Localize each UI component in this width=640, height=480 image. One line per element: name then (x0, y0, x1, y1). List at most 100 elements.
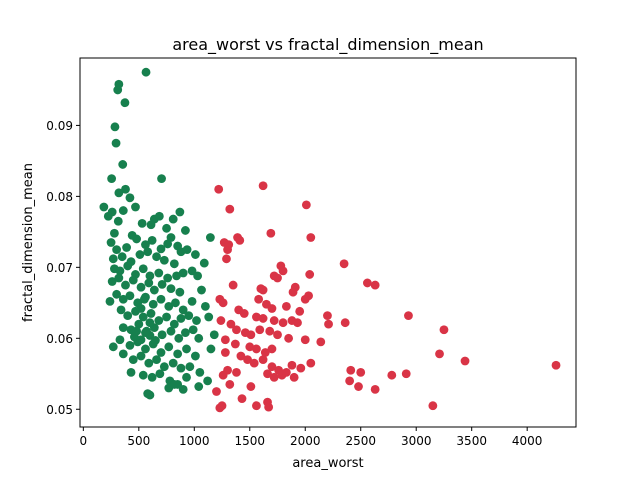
scatter-point (118, 294, 128, 304)
scatter-point (141, 344, 150, 354)
scatter-point (152, 252, 161, 262)
scatter-point (281, 301, 291, 311)
scatter-point (339, 259, 349, 269)
scatter-point (99, 202, 109, 212)
scatter-point (136, 335, 146, 345)
scatter-point (356, 367, 366, 377)
scatter-point (159, 255, 169, 265)
scatter-point (264, 402, 274, 412)
scatter-point (112, 245, 122, 255)
scatter-point (155, 369, 165, 379)
scatter-point (230, 339, 240, 349)
scatter-point (128, 275, 138, 285)
scatter-point (144, 278, 154, 288)
scatter-point (209, 330, 219, 340)
scatter-point (162, 223, 171, 233)
scatter-point (163, 273, 173, 283)
scatter-point (145, 390, 155, 400)
scatter-point (300, 294, 310, 304)
scatter-point (269, 316, 279, 325)
scatter-point (278, 266, 288, 276)
scatter-point (193, 271, 203, 281)
scatter-point (239, 309, 249, 318)
scatter-point (143, 247, 153, 257)
scatter-point (105, 297, 115, 306)
scatter-point (110, 228, 119, 238)
scatter-point (168, 358, 178, 368)
scatter-point (205, 233, 215, 242)
chart-title: area_worst vs fractal_dimension_mean (172, 35, 483, 55)
scatter-point (187, 297, 197, 306)
scatter-point (171, 298, 180, 308)
scatter-point (168, 214, 178, 224)
scatter-point (252, 344, 261, 354)
scatter-point (147, 235, 157, 245)
scatter-point (346, 365, 356, 375)
y-tick-label: 0.09 (46, 119, 73, 133)
scatter-point (136, 282, 146, 292)
x-tick-label: 1500 (234, 434, 265, 448)
scatter-point (182, 344, 191, 354)
scatter-point (301, 200, 311, 210)
scatter-point (108, 254, 118, 264)
scatter-point (128, 355, 138, 364)
scatter-point (126, 367, 136, 377)
scatter-point (118, 349, 128, 359)
scatter-point (169, 319, 179, 329)
scatter-point (265, 326, 275, 336)
scatter-point (197, 285, 206, 295)
scatter-point (258, 314, 268, 323)
scatter-point (145, 318, 155, 328)
scatter-point (203, 376, 213, 386)
scatter-point (111, 138, 121, 148)
scatter-point (246, 382, 256, 391)
y-tick-label: 0.06 (46, 332, 73, 346)
scatter-point (141, 240, 150, 250)
scatter-point (117, 252, 127, 262)
x-tick-label: 1000 (179, 434, 210, 448)
scatter-point (149, 285, 159, 295)
scatter-point (300, 335, 310, 345)
scatter-point (243, 355, 252, 364)
scatter-point (181, 226, 190, 235)
scatter-point (220, 335, 230, 345)
scatter-point (156, 294, 166, 304)
scatter-point (287, 360, 297, 370)
scatter-point (225, 380, 235, 389)
scatter-point (176, 314, 186, 323)
scatter-point (289, 372, 299, 382)
scatter-point (178, 268, 188, 278)
scatter-point (145, 271, 155, 281)
scatter-point (551, 360, 561, 370)
scatter-point (122, 243, 131, 252)
scatter-point (220, 348, 230, 357)
scatter-point (125, 340, 135, 350)
scatter-point (152, 355, 161, 364)
scatter-point (157, 174, 166, 184)
scatter-point (157, 330, 167, 340)
scatter-point (278, 318, 288, 328)
scatter-point (112, 289, 122, 299)
scatter-point (284, 333, 294, 343)
scatter-point (115, 335, 125, 345)
scatter-point (164, 301, 174, 311)
scatter-point (281, 367, 291, 377)
scatter-point (266, 228, 276, 238)
scatter-point (118, 206, 128, 215)
scatter-point (136, 351, 146, 361)
scatter-point (135, 250, 145, 259)
scatter-point (138, 264, 148, 274)
scatter-point (345, 376, 355, 386)
scatter-point (114, 273, 124, 283)
x-tick-label: 3500 (456, 434, 487, 448)
scatter-point (237, 394, 247, 404)
scatter-point (435, 349, 444, 359)
scatter-point (324, 319, 333, 329)
scatter-point (222, 254, 231, 264)
scatter-point (258, 355, 268, 364)
x-tick-label: 3000 (401, 434, 432, 448)
scatter-point (216, 316, 226, 325)
scatter-point (191, 351, 200, 361)
scatter-point (110, 122, 120, 132)
